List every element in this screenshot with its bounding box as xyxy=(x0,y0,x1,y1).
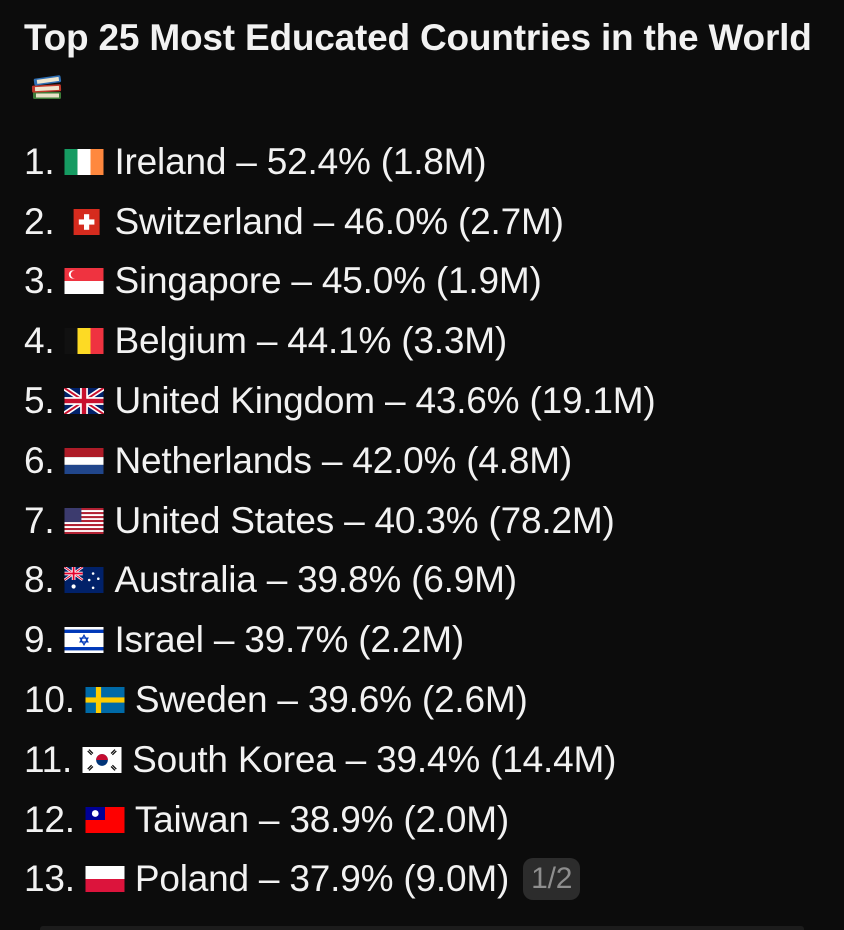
list-item: 3. Singapore – 45.0% (1.9M) xyxy=(24,252,824,312)
taiwan-flag-icon xyxy=(85,806,125,833)
bottom-sheet-edge xyxy=(40,926,804,930)
country-entry: Taiwan – 38.9% (2.0M) xyxy=(134,798,510,840)
books-icon xyxy=(30,66,64,99)
rank-number: 10. xyxy=(24,679,75,721)
rank-number: 1. xyxy=(24,140,55,182)
rank-number: 8. xyxy=(24,559,55,601)
country-entry: United States – 40.3% (78.2M) xyxy=(114,499,615,541)
list-item: 2. Switzerland – 46.0% (2.7M) xyxy=(24,192,824,252)
country-entry: South Korea – 39.4% (14.4M) xyxy=(132,738,617,780)
post-title-text: Top 25 Most Educated Countries in the Wo… xyxy=(24,17,812,58)
country-list: 1. Ireland – 52.4% (1.8M) 2. Switzerland… xyxy=(24,132,824,909)
country-entry: United Kingdom – 43.6% (19.1M) xyxy=(114,380,656,422)
rank-number: 3. xyxy=(24,260,55,302)
list-item: 1. Ireland – 52.4% (1.8M) xyxy=(24,132,824,192)
list-item: 6. Netherlands – 42.0% (4.8M) xyxy=(24,431,824,491)
country-entry: Belgium – 44.1% (3.3M) xyxy=(114,320,507,362)
list-item: 12. Taiwan – 38.9% (2.0M) xyxy=(24,790,824,850)
poland-flag-icon xyxy=(85,866,125,893)
post-title: Top 25 Most Educated Countries in the Wo… xyxy=(24,14,824,110)
country-entry: Singapore – 45.0% (1.9M) xyxy=(114,260,542,302)
rank-number: 2. xyxy=(24,200,55,242)
page-indicator-badge[interactable]: 1/2 xyxy=(523,858,581,901)
list-item: 4. Belgium – 44.1% (3.3M) xyxy=(24,311,824,371)
united-kingdom-flag-icon xyxy=(64,388,105,415)
rank-number: 5. xyxy=(24,380,55,422)
country-entry: Ireland – 52.4% (1.8M) xyxy=(114,140,487,182)
rank-number: 6. xyxy=(24,439,55,481)
post-content: Top 25 Most Educated Countries in the Wo… xyxy=(24,14,824,909)
singapore-flag-icon xyxy=(64,268,104,295)
list-item: 5. United Kingdom – 43.6% (19.1M) xyxy=(24,371,824,431)
belgium-flag-icon xyxy=(64,328,104,355)
list-item: 10. Sweden – 39.6% (2.6M) xyxy=(24,670,824,730)
south-korea-flag-icon xyxy=(82,746,122,773)
rank-number: 12. xyxy=(24,798,75,840)
ireland-flag-icon xyxy=(64,148,104,175)
rank-number: 7. xyxy=(24,499,55,541)
united-states-flag-icon xyxy=(64,507,104,534)
rank-number: 4. xyxy=(24,320,55,362)
list-item: 11. South Korea – 39.4% (14.4M) xyxy=(24,730,824,790)
country-entry: Netherlands – 42.0% (4.8M) xyxy=(114,439,573,481)
rank-number: 11. xyxy=(24,738,73,780)
country-entry: Sweden – 39.6% (2.6M) xyxy=(134,679,528,721)
list-item: 9. Israel – 39.7% (2.2M) xyxy=(24,610,824,670)
list-item: 7. United States – 40.3% (78.2M) xyxy=(24,491,824,551)
country-entry: Australia – 39.8% (6.9M) xyxy=(114,559,517,601)
list-item: 13. Poland – 37.9% (9.0M) 1/2 xyxy=(24,850,824,910)
rank-number: 13. xyxy=(24,858,75,900)
netherlands-flag-icon xyxy=(64,447,104,474)
sweden-flag-icon xyxy=(85,687,125,714)
list-item: 8. Australia – 39.8% (6.9M) xyxy=(24,551,824,611)
israel-flag-icon xyxy=(64,627,104,654)
country-entry: Israel – 39.7% (2.2M) xyxy=(114,619,464,661)
switzerland-flag-icon xyxy=(64,208,104,235)
rank-number: 9. xyxy=(24,619,55,661)
australia-flag-icon xyxy=(64,567,104,594)
country-entry: Switzerland – 46.0% (2.7M) xyxy=(114,200,564,242)
country-entry: Poland – 37.9% (9.0M) xyxy=(134,858,510,900)
